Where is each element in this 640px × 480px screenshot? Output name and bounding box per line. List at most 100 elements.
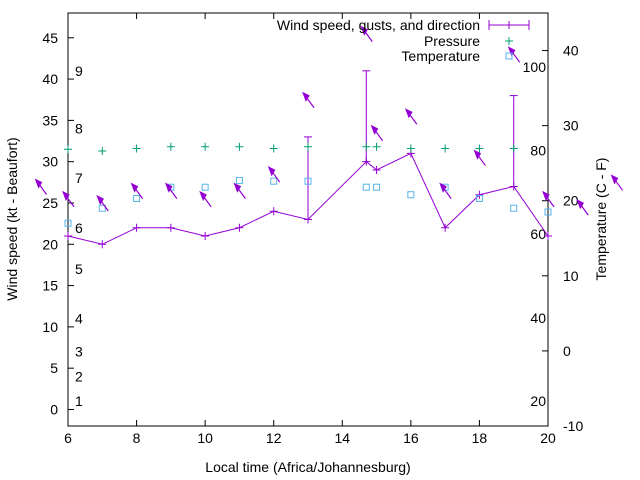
wind-direction-arrow: [233, 182, 246, 199]
wind-arrow-head: [507, 46, 516, 57]
wind-arrow-head: [233, 182, 242, 193]
wind-arrow-head: [164, 182, 173, 193]
wind-speed-point: [475, 190, 484, 199]
temperature-point: [362, 183, 370, 191]
y-left-tick-label: 5: [50, 360, 58, 376]
y-right-tick-label: 30: [563, 118, 579, 134]
pressure-point: [475, 144, 484, 153]
legend-label-temperature: Temperature: [401, 48, 480, 64]
pressure-point: [269, 144, 278, 153]
temperature-point: [201, 183, 209, 191]
wind-speed-point: [372, 165, 381, 174]
y-right-tick-label: -10: [563, 418, 583, 434]
y-left-tick-label: 20: [42, 236, 58, 252]
wind-speed-point: [441, 223, 450, 232]
fahrenheit-label: 100: [523, 59, 547, 75]
legend: Wind speed, gusts, and direction Pressur…: [277, 17, 530, 64]
wind-speed-point: [64, 232, 72, 241]
fahrenheit-label: 20: [530, 393, 546, 409]
x-tick-label: 14: [334, 430, 350, 446]
wind-arrow-head: [576, 199, 584, 210]
wind-speed-point: [509, 182, 518, 191]
pressure-point: [98, 146, 107, 155]
wind-speed-point: [98, 240, 107, 249]
y-left-tick-label: 25: [42, 195, 58, 211]
wind-arrow-head: [267, 166, 276, 177]
x-tick-label: 6: [64, 430, 72, 446]
legend-key-temperature: [505, 52, 513, 60]
wind-direction-arrow: [370, 124, 384, 142]
y-right-tick-label: 40: [563, 43, 579, 59]
wind-arrow-head: [34, 178, 43, 189]
wind-direction-arrow: [302, 91, 315, 109]
x-tick-label: 10: [197, 430, 213, 446]
y-left-tick-label: 45: [42, 30, 58, 46]
pressure-point: [201, 142, 210, 151]
temperature-point: [407, 191, 415, 199]
fahrenheit-label: 40: [530, 310, 546, 326]
beaufort-label: 8: [75, 121, 83, 137]
beaufort-label: 3: [75, 344, 83, 360]
temperature-point: [98, 204, 106, 212]
pressure-point: [441, 144, 450, 153]
wind-arrow-head: [302, 91, 310, 102]
wind-direction-arrow: [96, 194, 109, 212]
x-tick-label: 18: [472, 430, 488, 446]
wind-direction-arrow: [542, 190, 555, 208]
temperature-point: [64, 219, 72, 227]
wind-direction-arrow: [576, 199, 589, 216]
plot-frame: [67, 12, 549, 427]
wind-arrow-head: [199, 190, 207, 201]
wind-speed-point: [362, 157, 371, 166]
fahrenheit-label: 80: [530, 142, 546, 158]
y-right-tick-label: 20: [563, 193, 579, 209]
wind-arrow-head: [542, 190, 550, 201]
wind-direction-arrow: [473, 149, 486, 166]
beaufort-label: 9: [75, 63, 83, 79]
y-left-tick-label: 0: [50, 401, 58, 417]
legend-label-pressure: Pressure: [424, 33, 480, 49]
beaufort-label: 6: [75, 220, 83, 236]
wind-direction-arrow: [199, 190, 212, 208]
wind-arrow-head: [610, 174, 619, 185]
y-left-tick-label: 10: [42, 319, 58, 335]
wind-arrow-head: [404, 108, 413, 119]
wind-direction-arrow: [130, 182, 144, 199]
legend-label-wind: Wind speed, gusts, and direction: [277, 17, 480, 33]
wind-speed-point: [304, 215, 312, 224]
legend-key-wind: [488, 20, 530, 30]
wind-direction-arrow: [610, 174, 624, 191]
wind-speed-point: [235, 223, 244, 232]
wind-speed-point: [269, 207, 278, 216]
wind-speed-point: [201, 232, 210, 241]
wind-arrow-head: [360, 25, 368, 36]
pressure-point: [372, 142, 381, 151]
pressure-point: [406, 144, 415, 153]
wind-direction-arrow: [34, 178, 48, 195]
wind-speed-point: [132, 223, 141, 232]
wind-arrow-head: [473, 149, 482, 160]
pressure-point: [235, 142, 244, 151]
y-left-tick-label: 35: [42, 112, 58, 128]
temperature-point: [373, 183, 381, 191]
wind-speed-point: [544, 232, 552, 241]
x-axis-title: Local time (Africa/Johannesburg): [205, 459, 410, 475]
wind-direction-arrow: [439, 182, 452, 199]
x-tick-label: 20: [540, 430, 556, 446]
wind-arrow-head: [370, 124, 379, 135]
pressure-point: [304, 142, 312, 151]
y-axis-left-title: Wind speed (kt - Beaufort): [4, 137, 20, 300]
beaufort-label: 1: [75, 393, 83, 409]
wind-direction-arrow: [507, 46, 521, 63]
y-left-tick-label: 15: [42, 278, 58, 294]
x-tick-label: 8: [133, 430, 141, 446]
pressure-point: [132, 144, 141, 153]
wind-arrow-head: [439, 182, 447, 193]
y-right-tick-label: 0: [563, 343, 571, 359]
fahrenheit-label: 60: [530, 226, 546, 242]
tick-marks: 6 8 10 12 14 16 18 20051015202530354045-1001020…: [42, 13, 583, 446]
pressure-point: [362, 142, 371, 151]
beaufort-label: 5: [75, 261, 83, 277]
legend-key-pressure: [505, 37, 513, 45]
